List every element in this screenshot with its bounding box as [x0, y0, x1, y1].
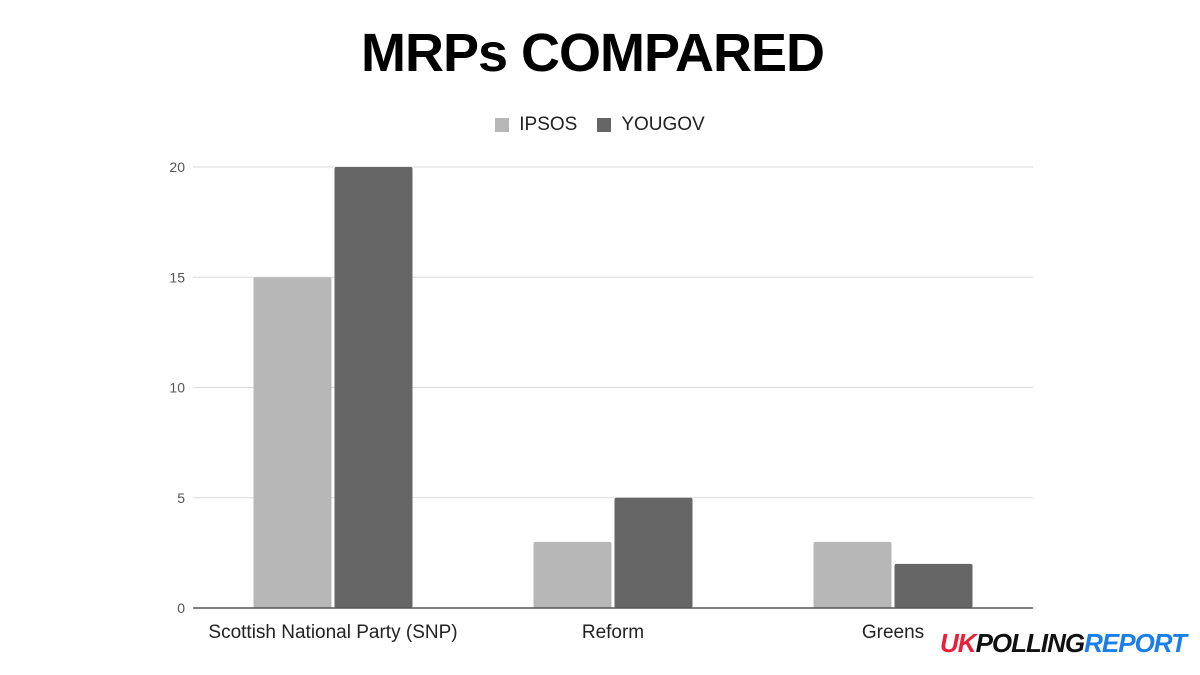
y-tick-label: 10 — [169, 380, 185, 396]
ukpollingreport-logo: UKPOLLINGREPORT — [940, 628, 1187, 659]
y-tick-label: 15 — [169, 269, 185, 285]
bar-yougov — [614, 497, 693, 608]
y-tick-label: 20 — [169, 159, 185, 175]
logo-polling: POLLING — [975, 628, 1086, 658]
logo-uk: UK — [940, 628, 977, 658]
bar-yougov — [894, 563, 973, 608]
bar-yougov — [334, 167, 413, 608]
x-category-label: Reform — [582, 622, 644, 643]
x-category-label: Greens — [862, 622, 924, 643]
y-tick-label: 5 — [177, 490, 185, 506]
legend: IPSOS YOUGOV — [0, 114, 1200, 136]
legend-label-yougov: YOUGOV — [621, 114, 705, 135]
legend-item-yougov: YOUGOV — [597, 114, 705, 136]
legend-label-ipsos: IPSOS — [519, 114, 578, 135]
bar-ipsos — [533, 541, 612, 608]
legend-swatch-ipsos — [495, 118, 510, 132]
y-tick-label: 0 — [177, 600, 185, 616]
bar-ipsos — [813, 541, 892, 608]
x-category-label: Scottish National Party (SNP) — [208, 622, 457, 643]
logo-report: REPORT — [1084, 628, 1187, 658]
chart-title: MRPs COMPARED — [360, 23, 825, 83]
bar-ipsos — [253, 277, 332, 608]
legend-item-ipsos: IPSOS — [495, 114, 577, 136]
legend-swatch-yougov — [597, 118, 612, 132]
